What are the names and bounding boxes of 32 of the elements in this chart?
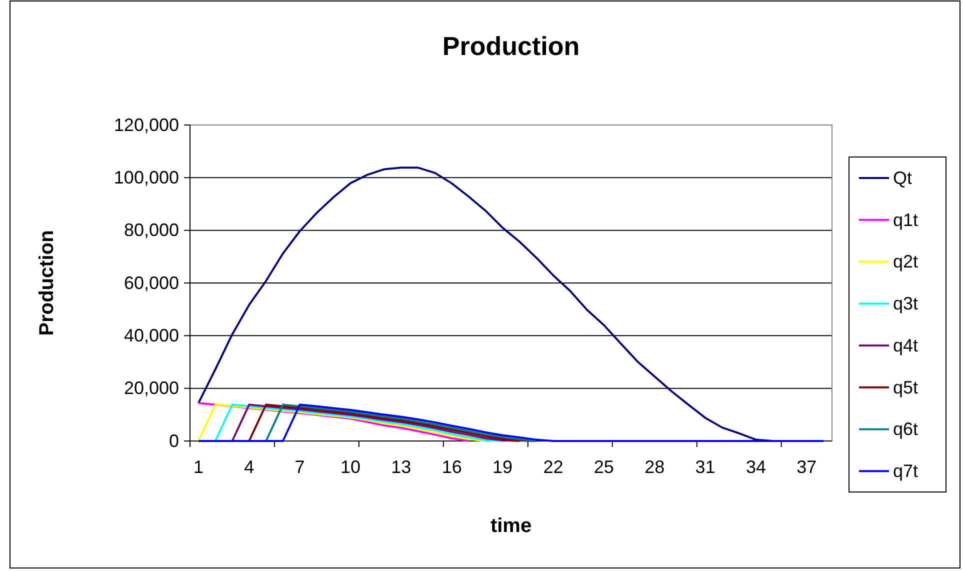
x-tick-label: 16 bbox=[442, 457, 462, 477]
x-tick-label: 28 bbox=[644, 457, 665, 477]
y-tick-label: 100,000 bbox=[114, 167, 179, 188]
x-tick-label: 10 bbox=[340, 457, 361, 477]
legend-label: q2t bbox=[893, 252, 918, 272]
x-tick-label: 13 bbox=[391, 457, 412, 477]
x-axis-title: time bbox=[490, 515, 532, 537]
chart-title: Production bbox=[442, 31, 580, 61]
y-tick-label: 120,000 bbox=[114, 114, 179, 135]
x-tick-label: 4 bbox=[244, 457, 254, 477]
y-tick-label: 40,000 bbox=[124, 325, 179, 346]
line-series bbox=[197, 404, 825, 442]
y-tick-label: 20,000 bbox=[124, 378, 179, 398]
x-tick-label: 1 bbox=[193, 457, 204, 477]
x-tick-label: 31 bbox=[695, 457, 716, 477]
legend-label: q4t bbox=[893, 335, 918, 356]
x-tick-label: 34 bbox=[746, 457, 766, 477]
legend-label: q6t bbox=[893, 419, 918, 440]
x-tick-label: 7 bbox=[294, 457, 305, 477]
x-tick-label: 22 bbox=[543, 457, 564, 477]
y-axis-title: Production bbox=[36, 230, 58, 336]
y-tick-label: 80,000 bbox=[124, 220, 179, 240]
legend-label: q7t bbox=[893, 461, 918, 482]
y-tick-label: 60,000 bbox=[124, 272, 179, 293]
x-tick-label: 19 bbox=[492, 457, 513, 477]
x-tick-label: 37 bbox=[796, 457, 817, 477]
legend-label: q5t bbox=[893, 377, 918, 398]
x-tick-label: 25 bbox=[594, 457, 614, 477]
legend-label: q3t bbox=[893, 294, 918, 314]
legend-label: Qt bbox=[893, 168, 912, 188]
y-tick-label: 0 bbox=[168, 430, 179, 451]
legend-label: q1t bbox=[893, 210, 918, 230]
